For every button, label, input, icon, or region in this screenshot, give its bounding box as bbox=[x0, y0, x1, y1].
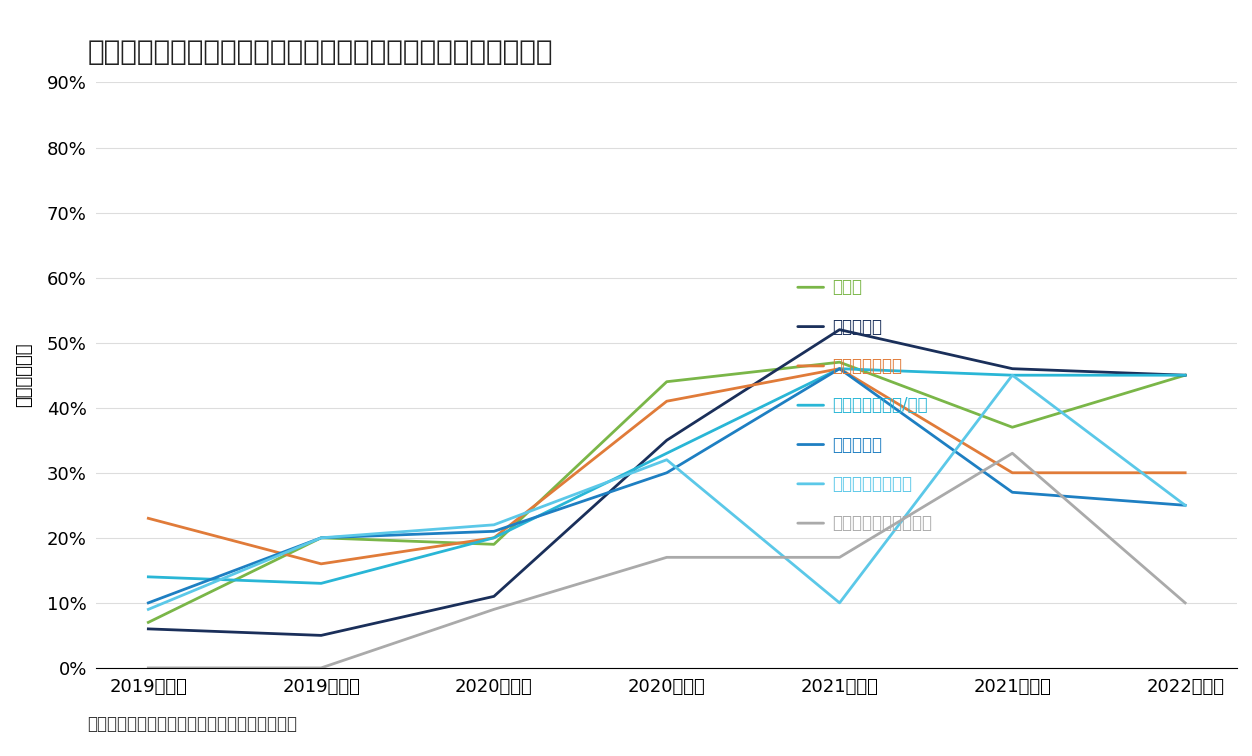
Text: サービス業: サービス業 bbox=[833, 435, 883, 454]
Text: 製造業: 製造業 bbox=[833, 278, 863, 296]
Text: 情報通信業: 情報通信業 bbox=[833, 318, 883, 336]
Text: 不動産業・物品賃貸業: 不動産業・物品賃貸業 bbox=[833, 514, 933, 532]
Text: その他サービス業: その他サービス業 bbox=[833, 475, 913, 493]
Y-axis label: 縮小移転割合: 縮小移転割合 bbox=[15, 343, 33, 407]
Text: （出所）三幸エステート・ニッセイ基礎研究所: （出所）三幸エステート・ニッセイ基礎研究所 bbox=[88, 715, 298, 733]
Text: 卸売業・小売業: 卸売業・小売業 bbox=[833, 357, 903, 375]
Text: 図表６：オフィス移転件数における縮小移転の比率（東京圏）: 図表６：オフィス移転件数における縮小移転の比率（東京圏） bbox=[88, 38, 553, 66]
Text: 学術研究・専門/技術: 学術研究・専門/技術 bbox=[833, 396, 928, 414]
